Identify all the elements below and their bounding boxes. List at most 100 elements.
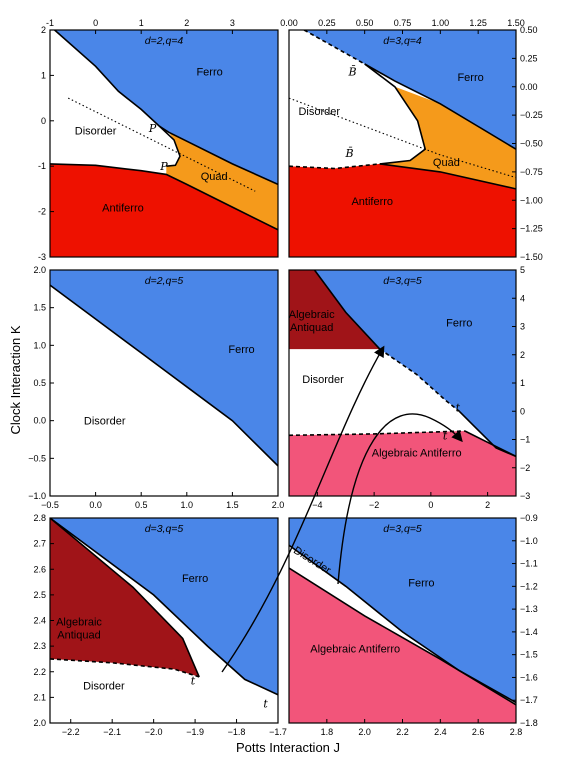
x-tick-label: 0.50 [356,18,374,28]
annotation-t-point: t [456,401,461,414]
x-tick-label: −2.1 [103,727,121,737]
panel-title: d=3,q=5 [145,523,184,535]
x-tick-label: 0.5 [135,500,148,510]
region-label-antiferro: Antiferro [102,203,144,215]
region-label-disorder: Disorder [298,106,340,118]
boundary-ferro-lower-dashed [303,30,366,65]
y-tick-label: −1.00 [520,195,543,205]
y-tick-label: 4 [520,293,525,303]
region-antiferro [289,163,516,257]
y-tick-label: 2 [520,350,525,360]
y-tick-label: 1.0 [33,340,46,350]
panel-title: d=2,q=5 [145,275,184,287]
x-tick-label: 1.50 [507,18,525,28]
y-tick-label: 0 [520,406,525,416]
y-tick-label: −1 [520,435,530,445]
y-axis-label: Clock Interaction K [8,325,23,434]
region-label-ferro: Ferro [457,72,483,84]
boundary-ferro-lower [50,518,278,696]
y-tick-label: 1.5 [33,303,46,313]
y-tick-label: 2.3 [33,641,46,651]
region-label-quad: Quad [433,157,460,169]
y-tick-label: 2.8 [33,513,46,523]
y-tick-label: −2 [520,463,530,473]
x-tick-label: 0 [428,500,433,510]
y-tick-label: 2.5 [33,590,46,600]
y-tick-label: 3 [520,322,525,332]
y-tick-label: 0.0 [33,416,46,426]
region-label-ferro: Ferro [182,573,208,585]
region-label-disorder: Disorder [83,681,125,693]
y-tick-label: 0.5 [33,378,46,388]
connector-arrow-antiquad-tip [221,345,385,673]
region-algebraic-antiquad [289,270,380,350]
y-tick-label: −1.8 [520,718,538,728]
y-tick-label: −1.0 [520,536,538,546]
y-tick-label: 2.0 [33,265,46,275]
region-algebraic-antiquad [50,518,200,677]
x-tick-label: 2 [184,18,189,28]
boundary-antiferro-upper [379,163,516,190]
y-tick-label: 2.0 [33,718,46,728]
annotation-t-point: t [443,430,448,443]
region-ferro [304,30,516,150]
x-tick-label: 0 [93,18,98,28]
x-tick-label: 2.8 [510,727,523,737]
region-label-algebraic-antiferro: Algebraic Antiferro [310,643,400,655]
boundary-antiferro-upper [50,163,278,231]
y-tick-label: −1.1 [520,559,538,569]
x-tick-label: −0.5 [41,500,59,510]
y-tick-label: -3 [38,252,46,262]
annotation-t-point: t [191,675,196,688]
region-label-algebraic-antiferro: Algebraic Antiferro [372,447,462,459]
x-tick-label: 3 [230,18,235,28]
region-ferro [50,518,278,695]
region-label-ferro: Ferro [228,344,254,356]
x-tick-label: −2 [369,500,379,510]
boundary-antiquad-outer [50,518,200,678]
x-tick-label: 2.6 [472,727,485,737]
boundary-antiquad-diag [313,270,381,350]
x-tick-label: 2.2 [396,727,409,737]
y-tick-label: 5 [520,265,525,275]
boundary-antiferro-upper-dashed [289,163,380,170]
panel-title: d=2,q=4 [145,35,184,47]
boundary-ferro-lower-dashed [379,348,460,412]
y-tick-label: 2 [41,25,46,35]
y-tick-label: −1.50 [520,252,543,262]
y-tick-label: 2.4 [33,616,46,626]
x-tick-label: 1.25 [469,18,487,28]
x-tick-label: 1.8 [321,727,334,737]
region-algebraic-antiferro [289,431,516,496]
y-tick-label: 2.1 [33,692,46,702]
connector-arrows [221,345,463,673]
boundary-ferro-lower [364,63,516,150]
annotation-p-point: P [148,122,157,135]
annotation-t-point: t [263,698,268,711]
y-tick-label: 2.6 [33,564,46,574]
annotation-b-point: B̄ [344,147,353,160]
x-tick-label: 1.5 [226,500,239,510]
boundary-disorder-dome [158,125,181,167]
y-tick-label: -2 [38,207,46,217]
x-tick-label: 2 [485,500,490,510]
y-tick-label: −0.9 [520,513,538,523]
x-tick-label: −1.7 [269,727,287,737]
panel-5: Ferro Algebraic Antiquad Disorder t t d=3,q=5 −… [33,513,286,737]
x-tick-label: −4 [312,500,322,510]
y-tick-label: -1 [38,161,46,171]
boundary-disorder-nose [364,63,427,165]
region-ferro [314,270,516,457]
region-label-ferro: Ferro [196,66,222,78]
panel-1: Ferro Disorder Quad Antiferro P Pd=2,q=4 -1 0 1 2… [38,18,279,262]
region-label-disorder: Disorder [302,374,344,386]
x-axis-label: Potts Interaction J [236,740,340,755]
panel-frame [49,29,279,258]
panel-3: Ferro Disorder d=2,q=5 −0.5 0.0 0.5 1.0 1.5 2.0 −… [28,265,284,510]
region-ferro [289,518,516,703]
panel-title: d=3,q=5 [383,523,422,535]
boundary-antiferro-upper-dashed [289,430,465,437]
panel-4: Algebraic Antiquad Ferro Disorder Algebraic … [288,265,530,510]
boundary-antiferro-upper [464,430,516,458]
